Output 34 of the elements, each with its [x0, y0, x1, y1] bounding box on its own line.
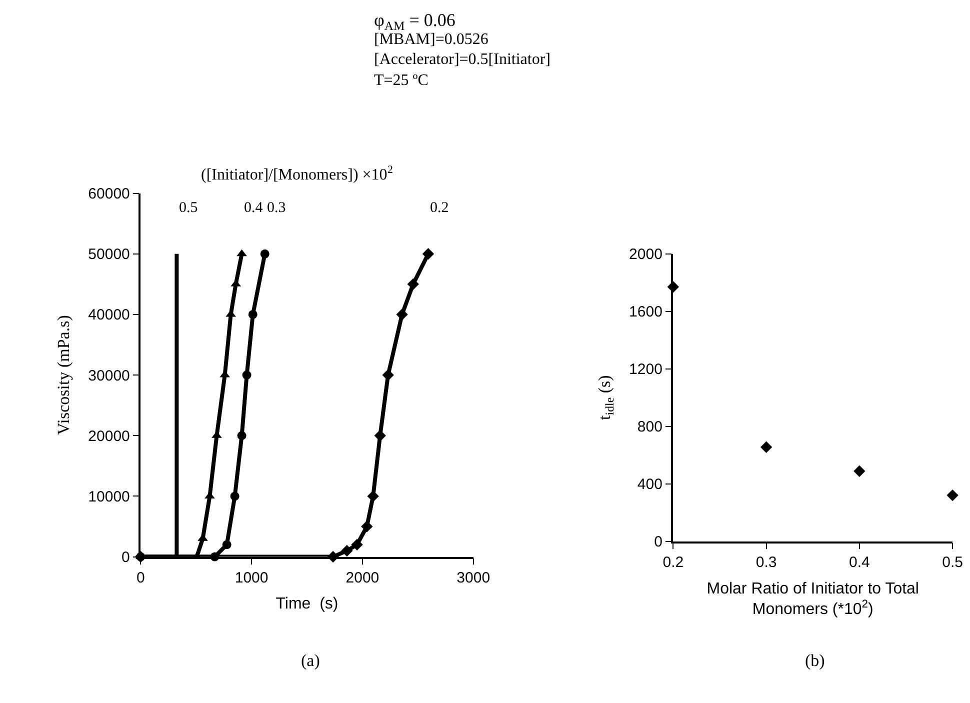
y-tick-label: 1200	[629, 361, 662, 378]
y-tick-label: 20000	[88, 428, 130, 445]
x-tick-label: 0.3	[756, 554, 777, 572]
y-tick-label: 30000	[88, 367, 130, 384]
text: (a)	[301, 651, 320, 670]
text: [MBAM]=0.0526	[374, 31, 488, 48]
legend-title: ([Initiator]/[Monomers]) ×10$^{2}$	[201, 164, 393, 184]
y-tick-label: 2000	[629, 246, 662, 264]
x-tick-label: 1000	[234, 570, 268, 587]
x-tick-label: 0.4	[848, 554, 870, 572]
x-tick-label: 3000	[456, 570, 490, 587]
text: (b)	[805, 651, 825, 670]
y-axis-title: Viscosity (mPa.s)	[54, 315, 74, 435]
x-tick-label: 0.2	[662, 554, 684, 572]
y-tick-label: 800	[637, 418, 662, 436]
x-axis-title: Molar Ratio of Initiator to Total Monomers (*10$^{2}$)	[706, 580, 919, 618]
text: 0.5	[179, 200, 198, 216]
y-tick-label: 10000	[88, 488, 130, 506]
y-tick-label: 400	[637, 476, 662, 494]
text: 0.3	[267, 200, 286, 216]
y-tick-label: 0	[654, 534, 662, 551]
x-tick-label: 0.5	[942, 554, 963, 572]
y-tick-label: 40000	[88, 306, 130, 324]
y-tick-label: 50000	[88, 246, 130, 264]
y-tick-label: 60000	[88, 186, 130, 203]
text: T=25 ºC	[374, 72, 428, 89]
text: [Accelerator]=0.5[Initiator]	[374, 51, 550, 68]
text: 0.2	[430, 200, 449, 216]
y-tick-label: 1600	[629, 304, 662, 321]
x-tick-label: 2000	[346, 570, 380, 587]
x-tick-label: 0	[136, 570, 145, 587]
text: 0.4	[244, 200, 264, 216]
text: φ$_{AM}$ = 0.06	[374, 10, 456, 33]
x-axis-title: Time (s)	[276, 596, 338, 613]
